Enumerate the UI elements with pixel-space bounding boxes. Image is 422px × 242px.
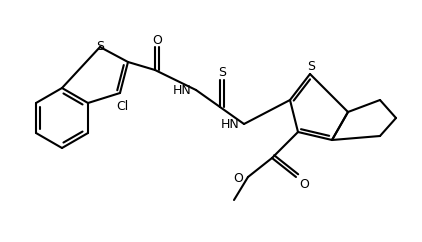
Text: HN: HN [173, 84, 192, 98]
Text: S: S [218, 67, 226, 80]
Text: O: O [299, 179, 309, 191]
Text: Cl: Cl [116, 100, 128, 113]
Text: HN: HN [221, 119, 240, 131]
Text: S: S [96, 39, 104, 53]
Text: S: S [307, 60, 315, 73]
Text: O: O [152, 33, 162, 46]
Text: O: O [233, 173, 243, 186]
